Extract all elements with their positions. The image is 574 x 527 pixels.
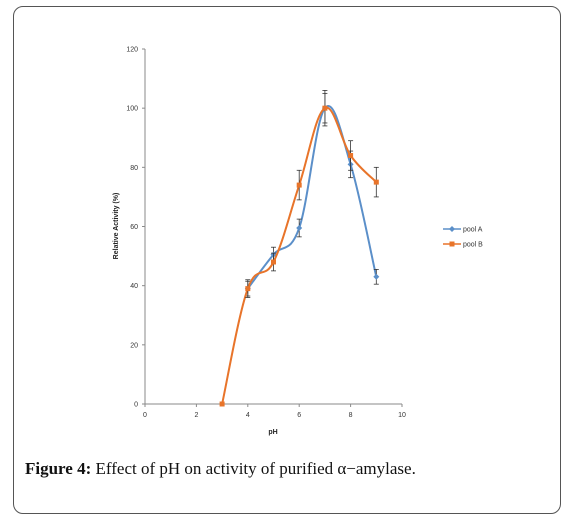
series-layer	[219, 90, 380, 407]
data-point	[373, 273, 380, 280]
figure-caption-label: Figure 4:	[25, 459, 92, 478]
legend-item-pool-a: pool A	[443, 226, 483, 234]
series-pool-a	[244, 92, 380, 297]
legend: pool A pool B	[443, 226, 483, 249]
series-line-pool-b	[221, 106, 378, 405]
data-point	[373, 179, 379, 185]
y-tick-label: 40	[130, 283, 138, 290]
x-tick-label: 8	[349, 412, 353, 419]
x-ticks: 0 2 4 6 8 10	[143, 404, 406, 419]
figure-caption: Figure 4: Effect of pH on activity of pu…	[25, 459, 545, 479]
data-point	[296, 224, 303, 231]
data-point	[322, 105, 328, 111]
data-point	[348, 153, 354, 158]
legend-label-pool-a: pool A	[463, 227, 483, 234]
legend-item-pool-b: pool B	[443, 241, 483, 249]
x-tick-label: 4	[246, 412, 250, 419]
figure-caption-text: Effect of pH on activity of purified α−a…	[91, 459, 416, 478]
chart-axes	[144, 49, 402, 405]
legend-marker-pool-b	[449, 241, 455, 247]
x-tick-label: 6	[297, 412, 301, 419]
y-tick-label: 80	[130, 165, 138, 172]
legend-marker-pool-a	[449, 226, 455, 232]
series-line-pool-a	[247, 105, 378, 290]
y-tick-label: 100	[126, 106, 138, 113]
x-tick-label: 0	[143, 412, 147, 419]
series-pool-b	[219, 90, 379, 407]
x-axis-label: pH	[268, 429, 277, 436]
y-axis-label: Relative Activity (%)	[113, 193, 120, 260]
x-tick-label: 10	[398, 412, 406, 419]
data-point	[296, 182, 302, 188]
y-tick-label: 60	[130, 224, 138, 231]
y-tick-label: 20	[130, 342, 138, 349]
x-tick-label: 2	[194, 412, 198, 419]
figure-frame	[13, 6, 561, 514]
data-point	[245, 286, 251, 292]
y-tick-label: 0	[134, 402, 138, 409]
data-point	[271, 259, 276, 265]
y-ticks: 0 20 40 60 80 100 120	[126, 47, 145, 409]
data-point	[219, 401, 225, 407]
y-tick-label: 120	[126, 47, 138, 54]
legend-label-pool-b: pool B	[463, 242, 483, 249]
